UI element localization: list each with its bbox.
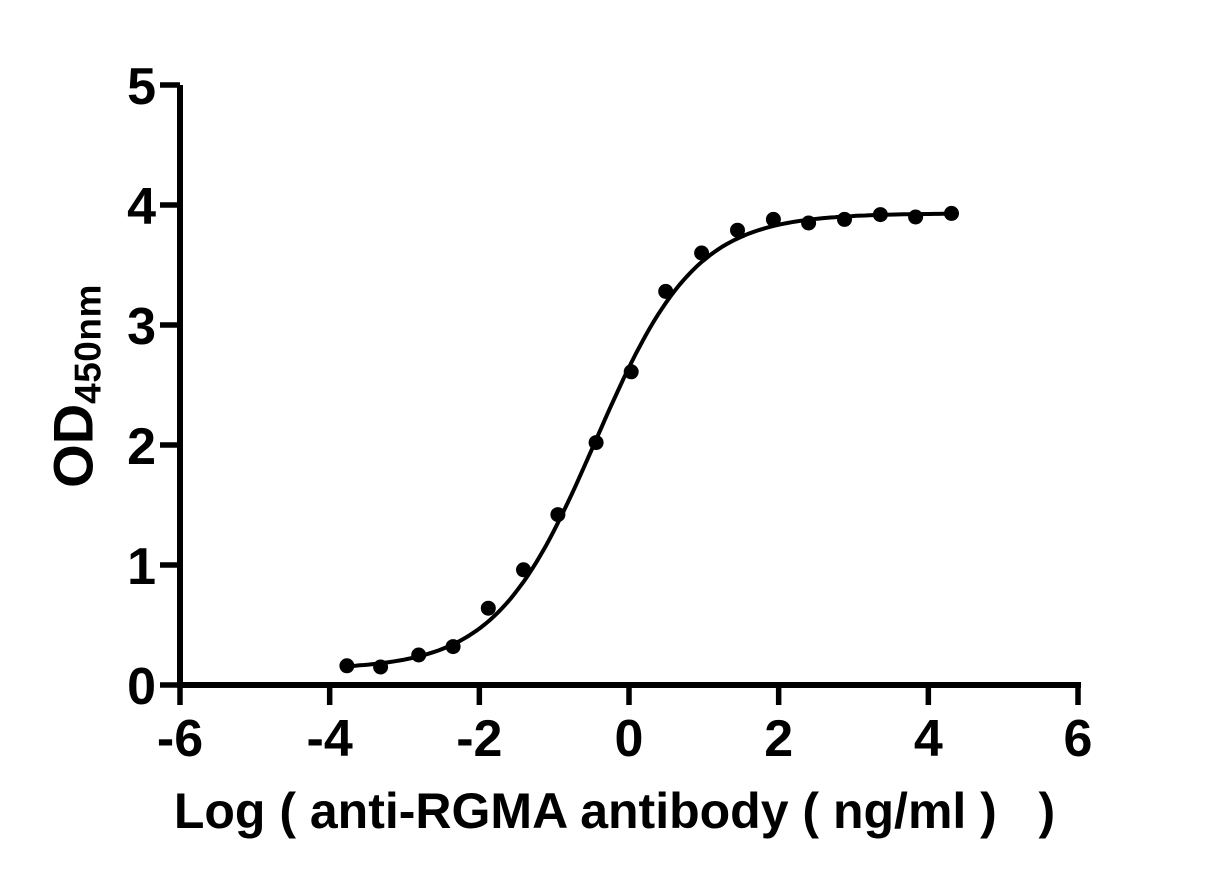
data-point xyxy=(908,209,924,225)
data-point xyxy=(730,222,745,238)
y-axis-tick-label: 2 xyxy=(127,418,156,476)
data-point xyxy=(837,211,852,227)
y-axis-tick-label: 4 xyxy=(127,178,156,236)
y-axis-title-main: OD xyxy=(41,403,105,488)
y-axis-tick-label: 5 xyxy=(127,58,156,116)
x-axis-tick-label: 0 xyxy=(615,710,644,768)
y-axis-tick-label: 0 xyxy=(127,658,156,716)
x-axis-tick-label: -2 xyxy=(456,710,502,768)
data-point xyxy=(516,562,531,578)
data-point xyxy=(801,215,817,231)
x-axis-tick-label: 2 xyxy=(764,710,793,768)
data-point xyxy=(550,507,566,523)
x-axis-tick-label: -4 xyxy=(307,710,353,768)
data-point xyxy=(339,658,355,674)
data-point xyxy=(694,245,710,261)
data-point xyxy=(765,211,781,227)
x-axis-tick-label: -6 xyxy=(157,710,203,768)
y-axis-title: OD450nm xyxy=(40,284,109,488)
x-axis-title: Log ( anti-RGMA antibody ( ng/ml ) ) xyxy=(173,783,1056,839)
data-point xyxy=(658,283,674,299)
y-axis-tick-label: 1 xyxy=(127,538,156,596)
data-point xyxy=(445,639,461,655)
data-point xyxy=(588,435,604,451)
data-point xyxy=(872,207,888,223)
data-point xyxy=(411,647,427,663)
data-point xyxy=(944,205,959,221)
data-point xyxy=(373,659,389,675)
x-axis-tick-label: 6 xyxy=(1064,710,1093,768)
y-axis-title-subscript: 450nm xyxy=(67,284,109,404)
x-axis-tick-label: 4 xyxy=(914,710,943,768)
y-axis-tick-label: 3 xyxy=(127,298,156,356)
fit-curve xyxy=(344,211,954,669)
data-point xyxy=(623,364,639,380)
data-point xyxy=(480,600,496,616)
